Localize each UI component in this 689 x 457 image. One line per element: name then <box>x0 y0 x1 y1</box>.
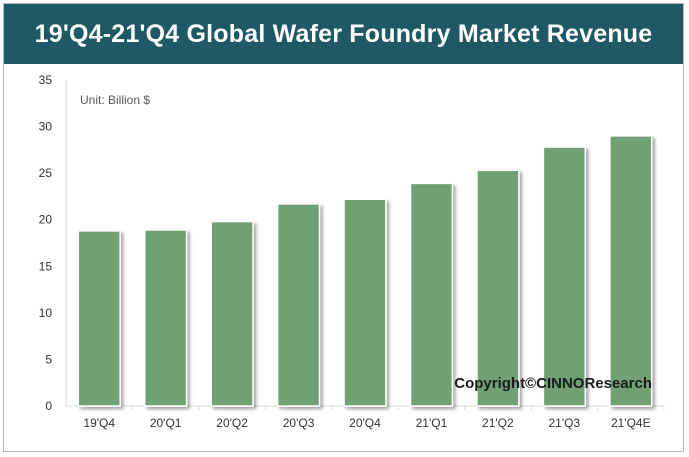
y-tick-label: 15 <box>39 259 53 273</box>
bar <box>609 135 653 407</box>
y-tick-label: 35 <box>39 73 53 87</box>
x-tick-label: 21'Q4E <box>611 416 651 430</box>
x-tick-label: 21'Q2 <box>482 416 514 430</box>
unit-label: Unit: Billion $ <box>80 93 150 107</box>
bar <box>343 198 387 407</box>
y-tick-label: 10 <box>39 306 53 320</box>
bar <box>409 182 454 407</box>
x-tick-label: 20'Q2 <box>216 416 248 430</box>
y-tick-label: 30 <box>39 120 53 134</box>
y-tick-label: 5 <box>45 352 52 366</box>
x-tick-label: 20'Q3 <box>283 416 315 430</box>
bar <box>210 220 254 407</box>
x-axis: 19'Q4 20'Q1 20'Q2 20'Q3 20'Q4 21'Q1 21'Q2 21'Q3… <box>66 405 665 430</box>
title-bar: 19'Q4-21'Q4 Global Wafer Foundry Market … <box>4 4 683 64</box>
bar <box>143 229 188 407</box>
x-tick-label: 20'Q4 <box>349 416 381 430</box>
bar <box>542 146 587 407</box>
y-tick-label: 0 <box>45 399 52 413</box>
x-tick-label: 19'Q4 <box>83 416 115 430</box>
y-axis: 0 5 10 15 20 25 30 35 <box>39 73 67 413</box>
x-tick-label: 21'Q3 <box>549 416 581 430</box>
x-tick-label: 21'Q1 <box>416 416 448 430</box>
y-tick-label: 25 <box>39 166 53 180</box>
bars <box>77 135 653 407</box>
y-tick-label: 20 <box>39 213 53 227</box>
x-tick-label: 20'Q1 <box>150 416 182 430</box>
copyright-text: Copyright©CINNOResearch <box>454 375 652 392</box>
bar <box>77 230 121 407</box>
chart-title: 19'Q4-21'Q4 Global Wafer Foundry Market … <box>34 19 653 48</box>
bar <box>276 203 321 407</box>
bar <box>476 169 520 407</box>
